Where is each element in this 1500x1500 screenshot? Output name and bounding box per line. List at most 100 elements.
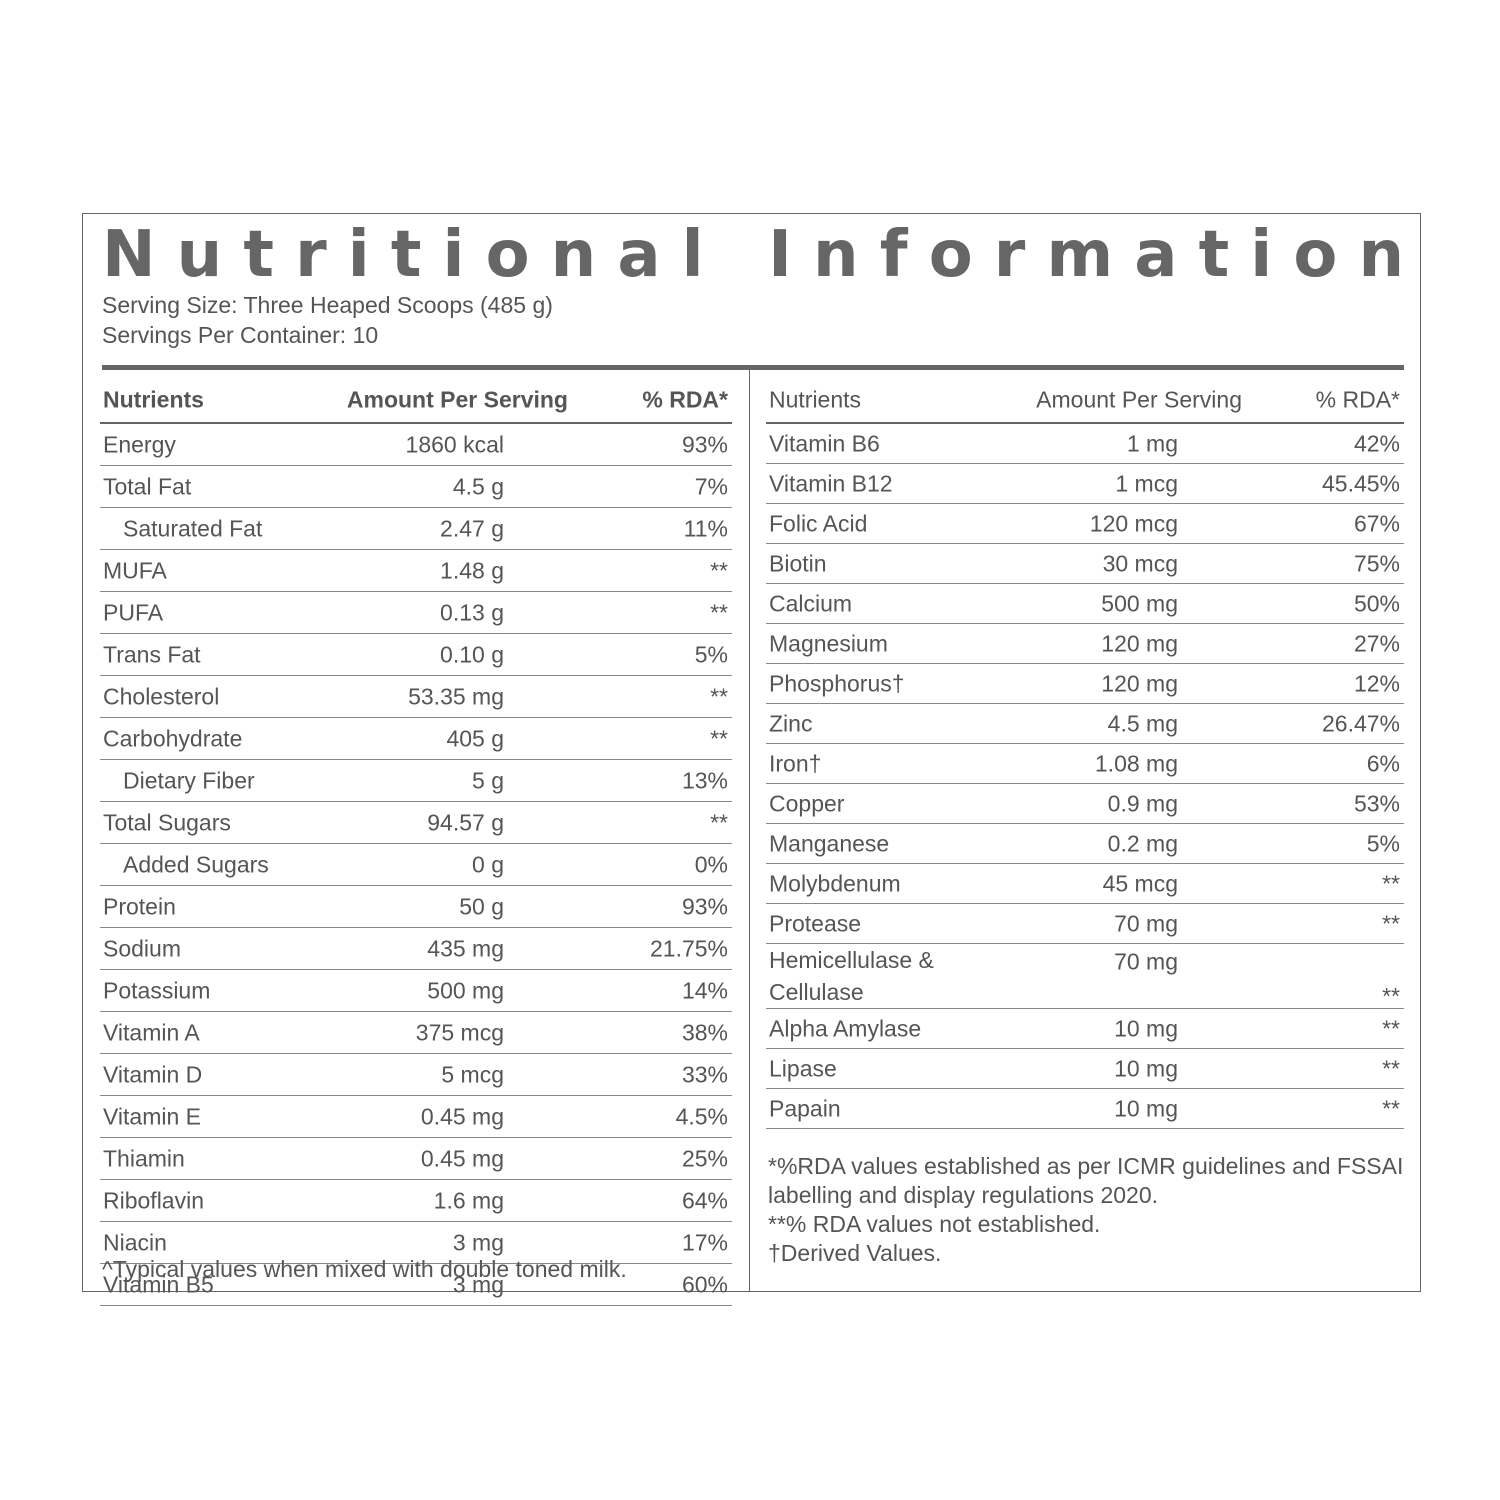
- column-divider: [749, 370, 750, 1292]
- nutrient-name: Vitamin E: [103, 1103, 202, 1129]
- amount: 0.13 g: [440, 599, 504, 625]
- amount: 435 mg: [427, 935, 504, 961]
- nutrient-row: Sodium 435 mg 21.75%: [100, 928, 732, 970]
- amount: 10 mg: [1114, 1095, 1178, 1121]
- rda: 26.47%: [1321, 710, 1400, 736]
- nutrient-name: Dietary Fiber: [123, 767, 255, 793]
- nutrient-name: MUFA: [103, 557, 167, 583]
- nutrient-row: Vitamin A 375 mcg 38%: [100, 1012, 732, 1054]
- nutrient-name: Protein: [103, 893, 176, 919]
- amount: 1.48 g: [440, 557, 504, 583]
- nutrient-row: Vitamin D 5 mcg 33%: [100, 1054, 732, 1096]
- rda: 67%: [1353, 510, 1400, 536]
- nutrient-name: Zinc: [769, 710, 813, 736]
- footnote: †Derived Values.: [768, 1240, 942, 1266]
- rda: 5%: [694, 641, 728, 667]
- nutrient-name: Folic Acid: [769, 510, 868, 536]
- header-row: Nutrients Amount Per Serving % RDA*: [766, 377, 1404, 424]
- rda: **: [1382, 1055, 1400, 1081]
- right-notes: *%RDA values established as per ICMR gui…: [768, 1152, 1404, 1268]
- rda: 27%: [1353, 630, 1400, 656]
- amount: 0.9 mg: [1107, 790, 1178, 816]
- nutrient-name: Protease: [769, 910, 862, 936]
- amount: 4.5 g: [452, 473, 504, 499]
- nutrient-row: Calcium 500 mg 50%: [766, 584, 1404, 624]
- rda: 7%: [694, 473, 728, 499]
- amount: 120 mg: [1101, 670, 1178, 696]
- amount: 0.10 g: [440, 641, 504, 667]
- nutrient-name: Calcium: [769, 590, 853, 616]
- nutrient-row: Total Sugars 94.57 g **: [100, 802, 732, 844]
- header-row: Nutrients Amount Per Serving % RDA*: [100, 377, 732, 424]
- nutrient-row: Molybdenum 45 mcg **: [766, 864, 1404, 904]
- nutrient-row: Dietary Fiber 5 g 13%: [100, 760, 732, 802]
- nutrient-name: Vitamin A: [103, 1019, 200, 1045]
- rda: 33%: [681, 1061, 728, 1087]
- servings-per-container: Servings Per Container: 10: [102, 322, 379, 348]
- nutrient-row: Alpha Amylase 10 mg **: [766, 1009, 1404, 1049]
- nutrient-name: PUFA: [103, 599, 164, 625]
- nutrient-name: Vitamin D: [103, 1061, 203, 1087]
- nutrient-row: Biotin 30 mcg 75%: [766, 544, 1404, 584]
- amount: 1 mg: [1126, 430, 1178, 456]
- nutrient-name: Biotin: [769, 550, 827, 576]
- amount: 5 g: [472, 767, 504, 793]
- rda: 12%: [1353, 670, 1400, 696]
- title: Nutritional Information: [102, 220, 1404, 290]
- nutrient-name: Hemicellulase & Cellulase: [769, 947, 934, 1005]
- nutrient-row: Cholesterol 53.35 mg **: [100, 676, 732, 718]
- header-cell: % RDA*: [1315, 386, 1400, 412]
- nutrient-row: Lipase 10 mg **: [766, 1049, 1404, 1089]
- nutrient-name: Potassium: [103, 977, 211, 1003]
- nutrient-name: Papain: [769, 1095, 841, 1121]
- divider: [102, 365, 1404, 370]
- amount: 45 mcg: [1102, 870, 1178, 896]
- rda: **: [1382, 1095, 1400, 1121]
- amount: 120 mcg: [1089, 510, 1178, 536]
- amount: 3 mg: [452, 1229, 504, 1255]
- nutrient-row: Vitamin B12 1 mcg 45.45%: [766, 464, 1404, 504]
- amount: 0.2 mg: [1107, 830, 1178, 856]
- amount: 10 mg: [1114, 1015, 1178, 1041]
- amount: 1.6 mg: [433, 1187, 504, 1213]
- header-cell: % RDA*: [642, 386, 728, 412]
- rda: 60%: [681, 1271, 728, 1297]
- nutrient-name: Total Sugars: [103, 809, 231, 835]
- nutrient-name: Magnesium: [769, 630, 888, 656]
- nutrient-row: Protease 70 mg **: [766, 904, 1404, 944]
- nutrient-name: Manganese: [769, 830, 890, 856]
- header-cell: Amount Per Serving: [1036, 386, 1242, 412]
- amount: 4.5 mg: [1107, 710, 1178, 736]
- nutrient-row: Total Fat 4.5 g 7%: [100, 466, 732, 508]
- rda: 42%: [1353, 430, 1400, 456]
- nutrient-name: Added Sugars: [123, 851, 269, 877]
- nutrient-name: Sodium: [103, 935, 181, 961]
- amount: 500 mg: [427, 977, 504, 1003]
- nutrient-name: Copper: [769, 790, 845, 816]
- rda: 93%: [681, 431, 728, 457]
- rda: **: [710, 725, 728, 751]
- amount: 70 mg: [1114, 910, 1178, 936]
- amount: 50 g: [459, 893, 504, 919]
- amount: 70 mg: [1114, 948, 1178, 975]
- amount: 1860 kcal: [405, 431, 504, 457]
- nutrient-name: Phosphorus†: [769, 670, 905, 696]
- nutrient-row: Vitamin E 0.45 mg 4.5%: [100, 1096, 732, 1138]
- title-svg: Nutritional Information: [102, 220, 1404, 290]
- amount: 500 mg: [1101, 590, 1178, 616]
- nutrient-row: Potassium 500 mg 14%: [100, 970, 732, 1012]
- amount: 5 mcg: [441, 1061, 504, 1087]
- nutrient-row: Papain 10 mg **: [766, 1089, 1404, 1129]
- nutrient-row: Niacin 3 mg 17%: [100, 1222, 732, 1264]
- amount: 10 mg: [1114, 1055, 1178, 1081]
- rda: 13%: [681, 767, 728, 793]
- nutrient-name: Cholesterol: [103, 683, 220, 709]
- left-table: Nutrients Amount Per Serving % RDA* Energy 1…: [100, 377, 732, 1306]
- rda: **: [1382, 1015, 1400, 1041]
- nutrient-name: Molybdenum: [769, 870, 901, 896]
- nutrient-row: Riboflavin 1.6 mg 64%: [100, 1180, 732, 1222]
- nutrient-row: Vitamin B5 3 mg 60%: [100, 1264, 732, 1306]
- right-table: Nutrients Amount Per Serving % RDA* Vitamin…: [766, 377, 1404, 1129]
- rda: 38%: [681, 1019, 728, 1045]
- nutrient-name: Alpha Amylase: [769, 1015, 922, 1041]
